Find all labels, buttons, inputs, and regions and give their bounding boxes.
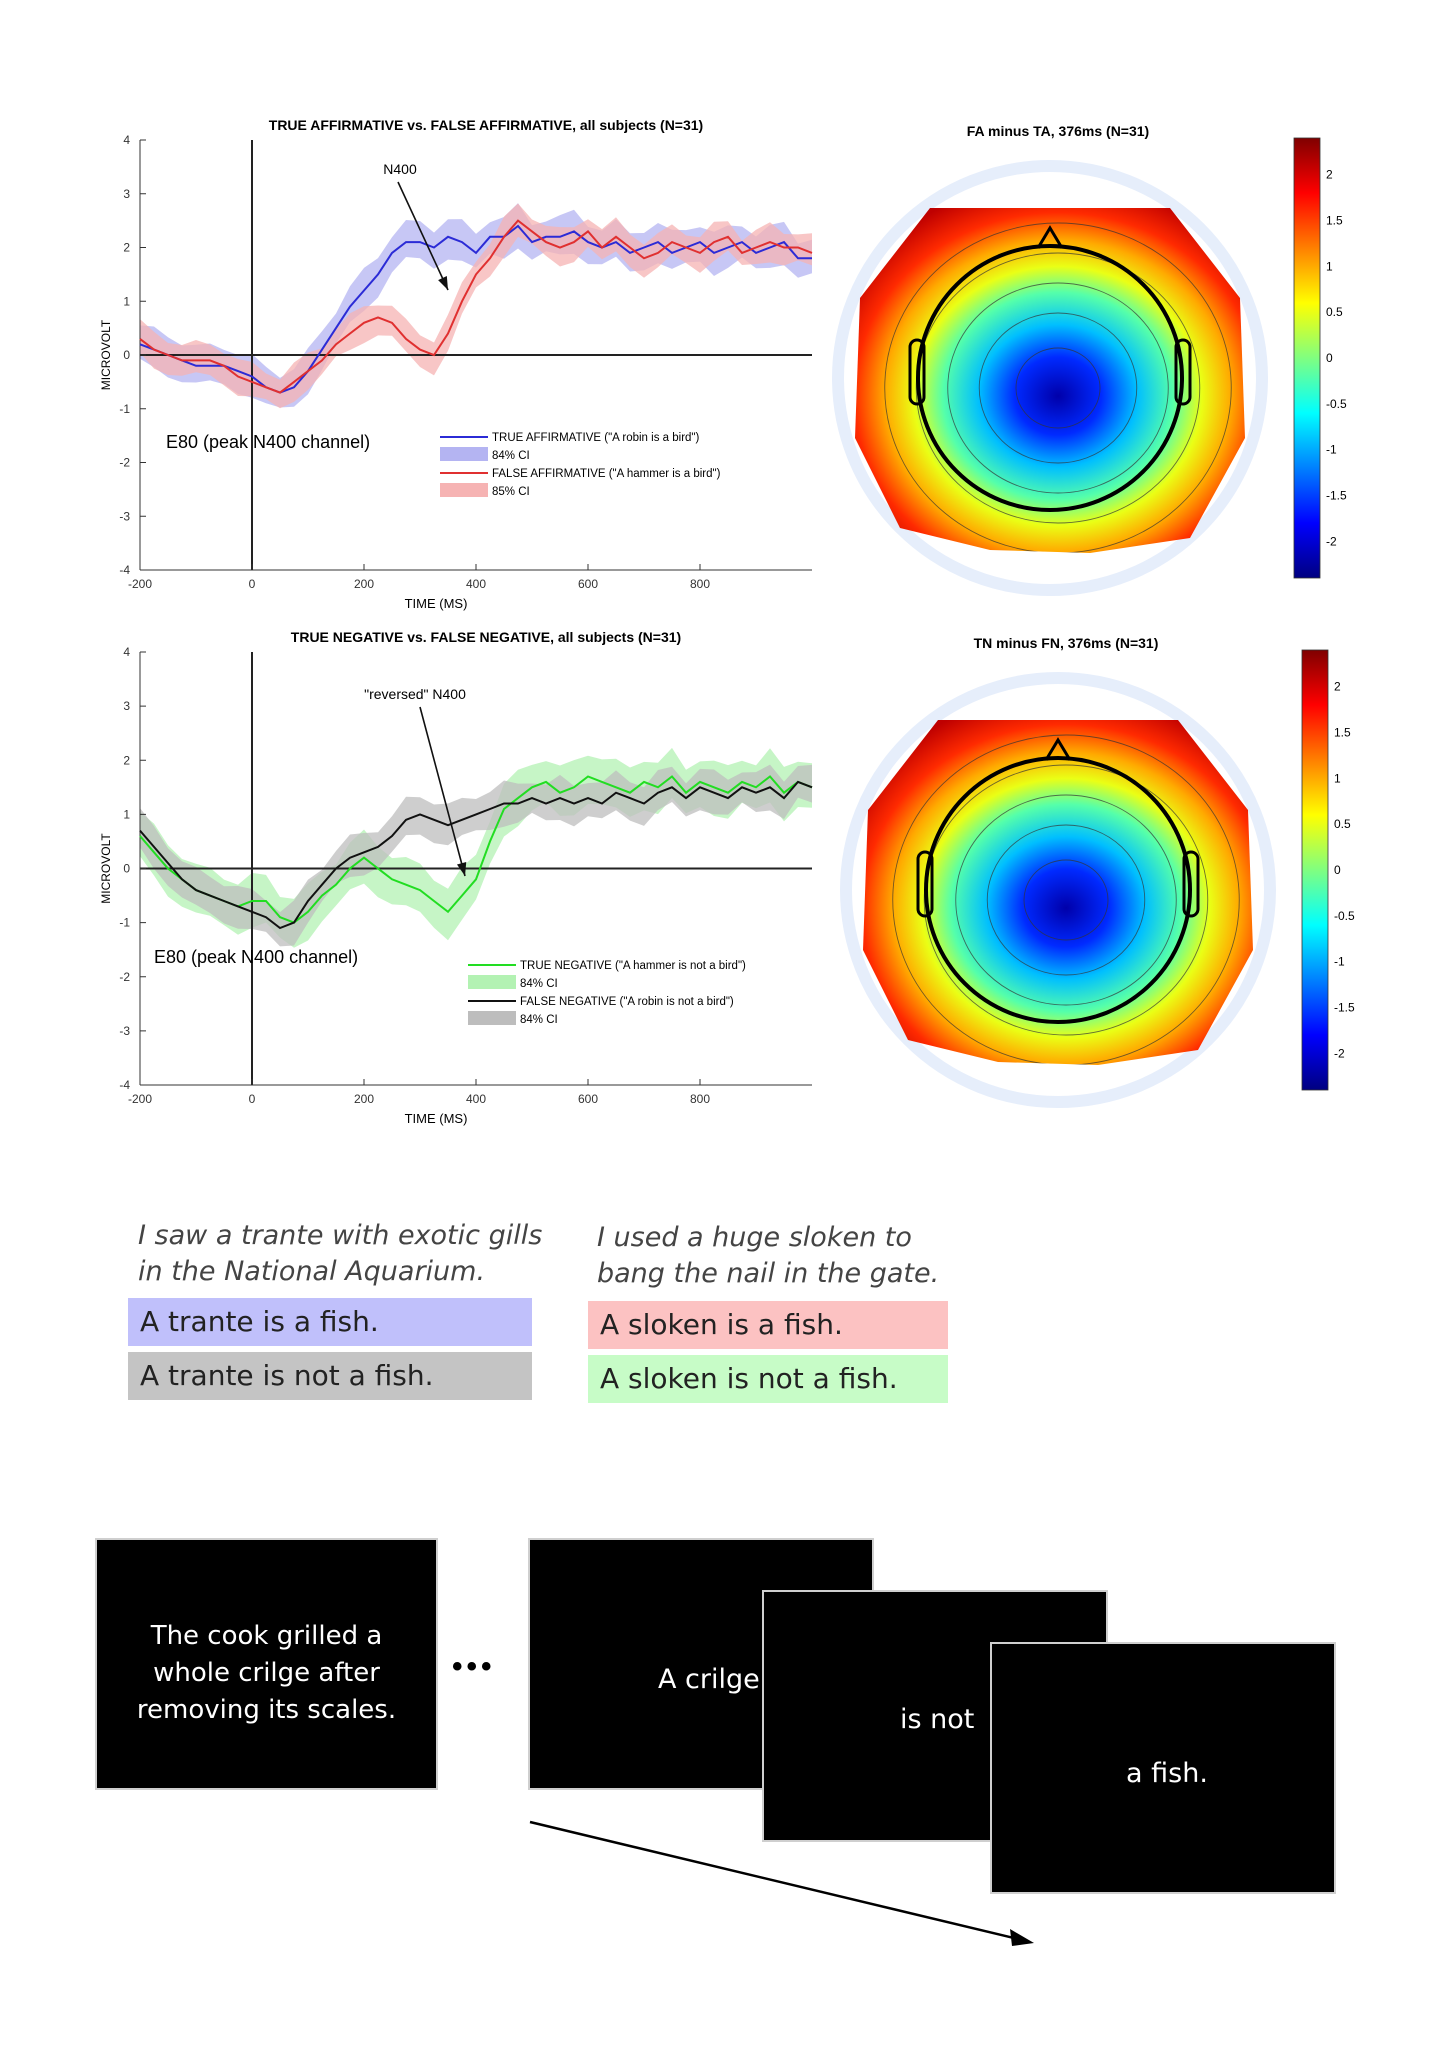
context-screen: The cook grilled a whole crilge after re… (95, 1538, 438, 1790)
context-line-1: The cook grilled a (150, 1621, 383, 1651)
left-affirmative-text: A trante is a fish. (140, 1305, 379, 1338)
right-context-line-2: bang the nail in the gate. (597, 1258, 940, 1289)
left-negative-box: A trante is not a fish. (128, 1352, 532, 1400)
right-context-line-1: I used a huge sloken to (597, 1222, 912, 1253)
right-affirmative-box: A sloken is a fish. (588, 1301, 948, 1349)
frame-screen-3: a fish. (990, 1642, 1336, 1894)
frame-2-text: is not (900, 1704, 975, 1735)
ellipsis: ••• (452, 1650, 496, 1683)
right-affirmative-text: A sloken is a fish. (600, 1308, 843, 1341)
left-affirmative-box: A trante is a fish. (128, 1298, 532, 1346)
left-context-text: I saw a trante with exotic gills in the … (138, 1218, 542, 1290)
frame-3-text: a fish. (1126, 1758, 1208, 1789)
context-line-3: removing its scales. (136, 1695, 397, 1725)
right-context-text: I used a huge sloken to bang the nail in… (597, 1220, 939, 1292)
right-negative-box: A sloken is not a fish. (588, 1355, 948, 1403)
context-line-2: whole crilge after (153, 1658, 380, 1688)
frame-1-text: A crilge (658, 1664, 760, 1695)
left-negative-text: A trante is not a fish. (140, 1359, 434, 1392)
left-context-line-1: I saw a trante with exotic gills (138, 1220, 543, 1251)
right-negative-text: A sloken is not a fish. (600, 1362, 898, 1395)
left-context-line-2: in the National Aquarium. (138, 1256, 486, 1287)
